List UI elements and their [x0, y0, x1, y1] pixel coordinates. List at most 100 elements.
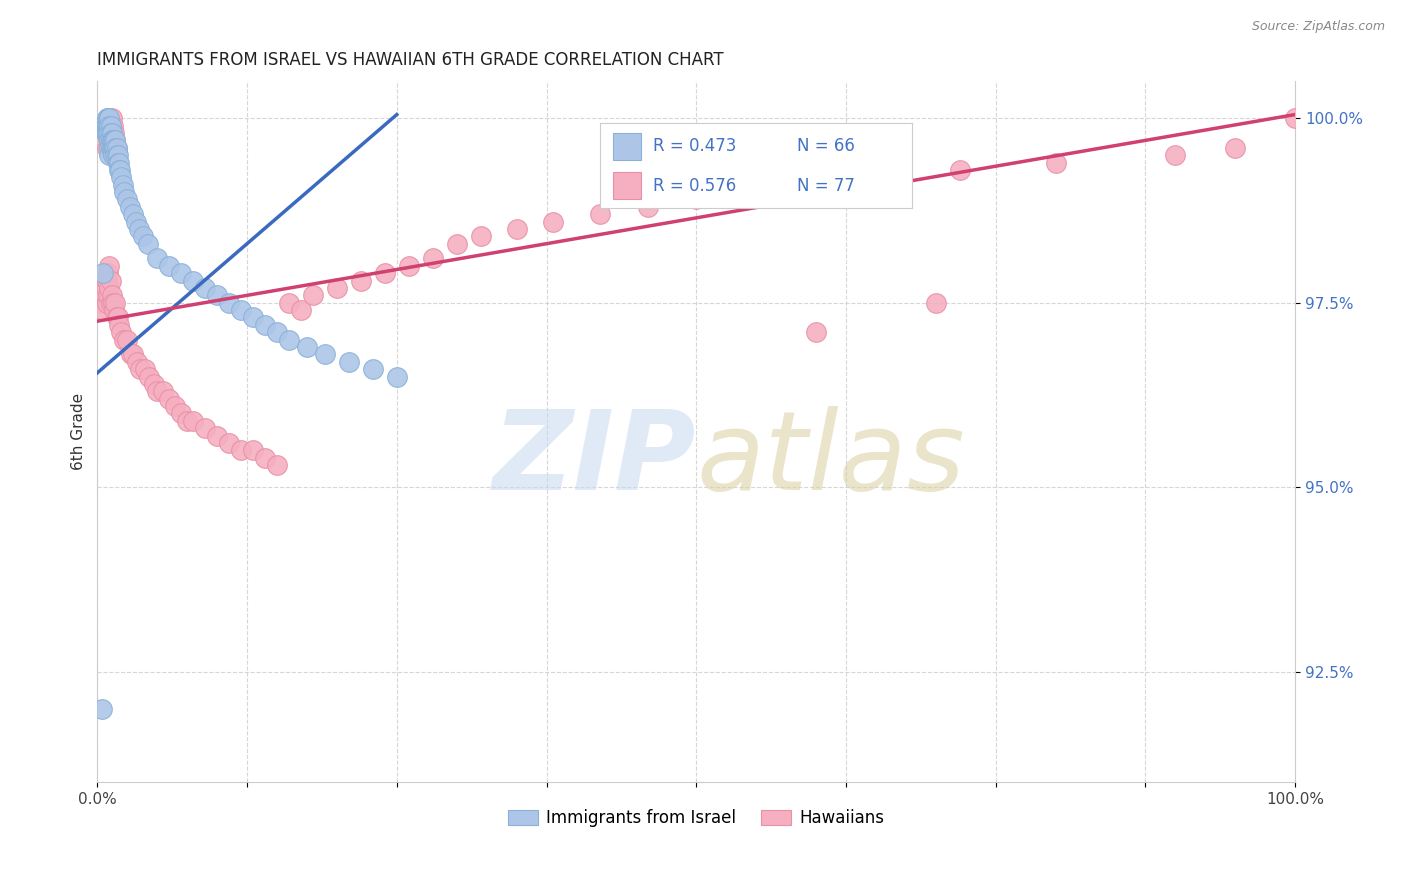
Point [101, 148, 124, 162]
Point [254, 318, 277, 332]
Legend: Immigrants from Israel, Hawaiians: Immigrants from Israel, Hawaiians [502, 802, 891, 834]
Point [94, 126, 117, 140]
Point [122, 207, 145, 221]
Point [103, 303, 125, 318]
Point [314, 347, 336, 361]
Point [100, 295, 122, 310]
Point [96, 274, 118, 288]
Point [132, 229, 155, 244]
Point [107, 155, 129, 169]
Point [152, 384, 174, 399]
Point [97, 266, 120, 280]
Point [229, 303, 252, 318]
Point [101, 133, 124, 147]
Point [94, 281, 117, 295]
Point [91, 303, 114, 318]
Point [205, 288, 228, 302]
Point [93, 288, 115, 302]
Point [104, 148, 127, 162]
Point [104, 141, 127, 155]
Point [170, 406, 193, 420]
Point [157, 392, 180, 406]
Point [637, 200, 659, 214]
Point [229, 443, 252, 458]
Point [97, 112, 120, 126]
Point [1225, 141, 1247, 155]
Point [142, 376, 165, 391]
Point [350, 274, 373, 288]
Point [165, 399, 187, 413]
Point [100, 126, 122, 140]
Point [129, 362, 152, 376]
Point [105, 310, 128, 325]
Point [101, 295, 124, 310]
Point [100, 141, 122, 155]
Point [111, 178, 134, 192]
Point [98, 148, 121, 162]
Point [505, 222, 527, 236]
Point [97, 119, 120, 133]
Point [125, 355, 148, 369]
Point [1045, 155, 1067, 169]
Point [110, 325, 132, 339]
Point [218, 436, 240, 450]
Point [242, 310, 264, 325]
Point [117, 333, 139, 347]
Point [91, 701, 114, 715]
Point [278, 333, 301, 347]
Point [1284, 112, 1306, 126]
Text: ZIP: ZIP [492, 407, 696, 514]
Point [104, 295, 127, 310]
Point [103, 133, 125, 147]
Point [98, 133, 121, 147]
Point [118, 200, 141, 214]
Point [949, 162, 972, 177]
Point [98, 126, 121, 140]
Point [98, 281, 121, 295]
Point [100, 141, 122, 155]
Point [112, 333, 135, 347]
Text: IMMIGRANTS FROM ISRAEL VS HAWAIIAN 6TH GRADE CORRELATION CHART: IMMIGRANTS FROM ISRAEL VS HAWAIIAN 6TH G… [97, 51, 724, 69]
Point [108, 155, 131, 169]
Point [108, 162, 131, 177]
Point [422, 252, 444, 266]
Point [103, 141, 125, 155]
Point [110, 170, 132, 185]
Point [105, 148, 128, 162]
Point [278, 295, 301, 310]
Point [194, 281, 217, 295]
Point [98, 141, 121, 155]
Point [98, 126, 121, 140]
Point [104, 133, 127, 147]
Point [685, 193, 707, 207]
Point [337, 355, 360, 369]
Point [105, 141, 128, 155]
Y-axis label: 6th Grade: 6th Grade [72, 393, 86, 470]
Point [98, 112, 121, 126]
Point [181, 274, 204, 288]
Point [385, 369, 408, 384]
Point [865, 170, 887, 185]
Point [100, 126, 122, 140]
Point [96, 119, 118, 133]
Point [254, 450, 277, 465]
Point [541, 214, 564, 228]
Point [100, 119, 122, 133]
Point [205, 428, 228, 442]
Text: atlas: atlas [696, 407, 965, 514]
Point [96, 141, 118, 155]
Point [101, 141, 124, 155]
Point [733, 185, 755, 199]
Point [122, 347, 145, 361]
Point [100, 112, 122, 126]
Point [266, 325, 288, 339]
Point [91, 295, 114, 310]
Text: Source: ZipAtlas.com: Source: ZipAtlas.com [1251, 20, 1385, 33]
Point [107, 310, 129, 325]
Point [128, 222, 150, 236]
Point [295, 340, 318, 354]
Point [112, 185, 135, 199]
Point [97, 133, 120, 147]
Point [100, 133, 122, 147]
Point [470, 229, 492, 244]
